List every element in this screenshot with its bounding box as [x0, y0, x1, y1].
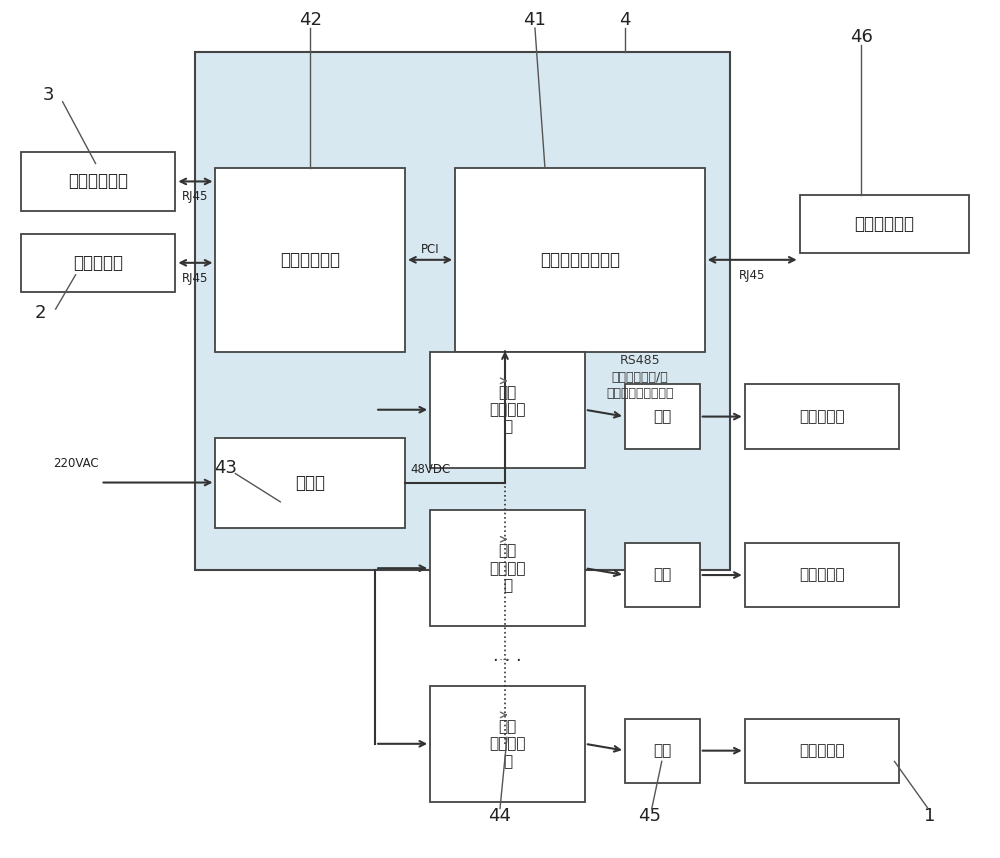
Bar — [800, 195, 969, 253]
Bar — [745, 543, 899, 607]
Bar — [215, 167, 405, 352]
Text: 人机交互设备: 人机交互设备 — [854, 215, 914, 233]
Bar — [625, 384, 700, 449]
Text: 置、温度、电流反馈: 置、温度、电流反馈 — [606, 386, 674, 400]
Text: 采集图像模块: 采集图像模块 — [280, 251, 340, 269]
Bar — [215, 438, 405, 528]
Text: RJ45: RJ45 — [182, 190, 209, 203]
Text: 43: 43 — [214, 458, 237, 476]
Text: 同步感应器: 同步感应器 — [799, 743, 845, 758]
Text: 220VAC: 220VAC — [53, 457, 98, 470]
Text: 44: 44 — [488, 807, 512, 825]
Text: 4: 4 — [619, 10, 631, 28]
Bar — [430, 686, 585, 801]
Bar — [745, 718, 899, 782]
Bar — [195, 52, 730, 571]
Text: 臂内
电机驱动
器: 臂内 电机驱动 器 — [489, 719, 526, 769]
Bar — [455, 167, 705, 352]
Text: . . .: . . . — [493, 647, 522, 665]
Bar — [430, 511, 585, 626]
Text: 同步感应器: 同步感应器 — [799, 567, 845, 583]
Text: 45: 45 — [638, 807, 661, 825]
Text: 臂内
电机驱动
器: 臂内 电机驱动 器 — [489, 543, 526, 593]
Text: ...: ... — [499, 650, 511, 662]
Text: 同步感应器: 同步感应器 — [799, 409, 845, 424]
Bar — [625, 718, 700, 782]
Bar — [430, 352, 585, 468]
Text: 电机: 电机 — [653, 743, 671, 758]
Text: RS485: RS485 — [619, 354, 660, 367]
Text: 距离传感器: 距离传感器 — [73, 254, 123, 272]
Bar — [21, 233, 175, 292]
Text: 42: 42 — [299, 10, 322, 28]
Text: 各轴转矩指令/位: 各轴转矩指令/位 — [611, 372, 668, 384]
Bar — [625, 543, 700, 607]
Text: 48VDC: 48VDC — [410, 463, 450, 476]
Text: 多轴伺服控制模块: 多轴伺服控制模块 — [540, 251, 620, 269]
Text: RJ45: RJ45 — [182, 272, 209, 285]
Text: 机器视觉装置: 机器视觉装置 — [68, 172, 128, 190]
Text: 46: 46 — [850, 27, 873, 45]
Text: 电源板: 电源板 — [295, 474, 325, 492]
Text: 2: 2 — [35, 305, 46, 323]
Text: 电机: 电机 — [653, 409, 671, 424]
Text: 1: 1 — [924, 807, 935, 825]
Text: 3: 3 — [43, 86, 54, 104]
Text: 臂内
电机驱动
器: 臂内 电机驱动 器 — [489, 385, 526, 435]
Bar — [21, 153, 175, 210]
Text: 41: 41 — [524, 10, 546, 28]
Text: 电机: 电机 — [653, 567, 671, 583]
Text: RJ45: RJ45 — [739, 269, 765, 281]
Text: PCI: PCI — [421, 243, 439, 256]
Bar — [745, 384, 899, 449]
